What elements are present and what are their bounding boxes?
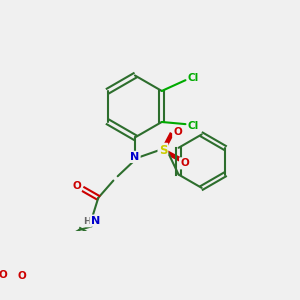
Text: O: O	[180, 158, 189, 168]
Text: N: N	[130, 152, 140, 162]
Text: O: O	[0, 270, 8, 280]
Text: N: N	[91, 216, 100, 226]
Text: O: O	[18, 271, 26, 281]
Text: O: O	[173, 127, 182, 137]
Text: Cl: Cl	[188, 121, 199, 131]
Text: O: O	[72, 181, 81, 191]
Text: H: H	[83, 218, 91, 226]
Text: Cl: Cl	[188, 73, 199, 83]
Text: S: S	[159, 144, 167, 157]
